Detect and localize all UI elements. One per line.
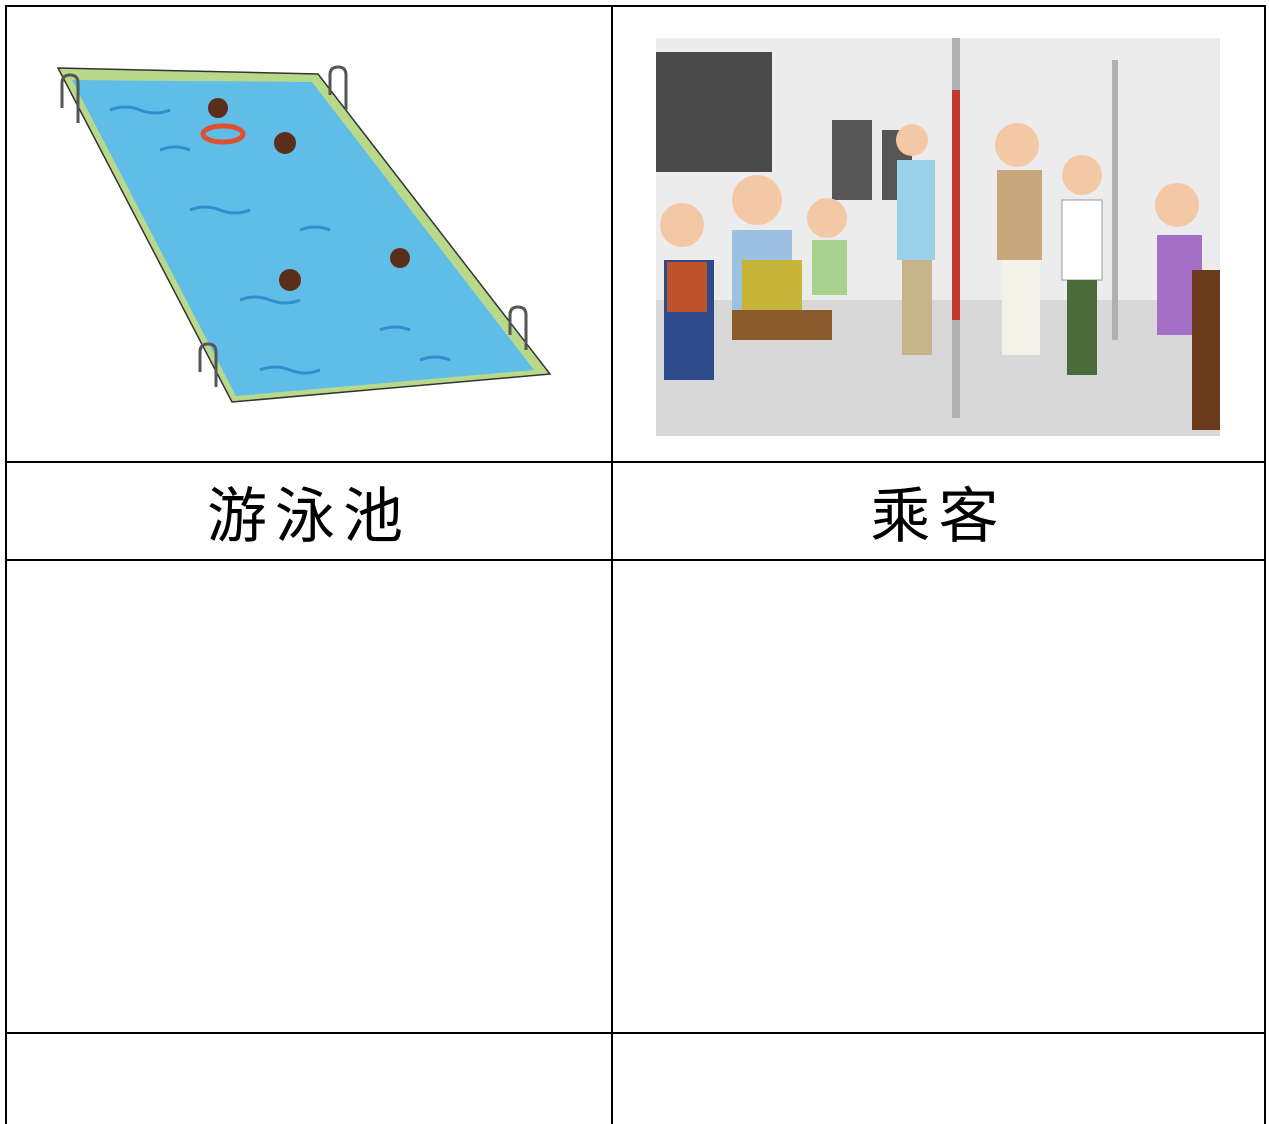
card-label: 游泳池 <box>207 482 411 552</box>
train-illustration <box>656 38 1220 436</box>
border-left <box>5 5 7 1124</box>
card-label: 乘客 <box>870 482 1007 552</box>
row-divider <box>5 1032 1266 1034</box>
border-right <box>1264 5 1266 1124</box>
border-top <box>5 5 1266 7</box>
column-divider <box>611 5 613 1124</box>
row-divider <box>5 559 1266 561</box>
pool-illustration <box>56 65 552 403</box>
row-divider <box>5 461 1266 463</box>
